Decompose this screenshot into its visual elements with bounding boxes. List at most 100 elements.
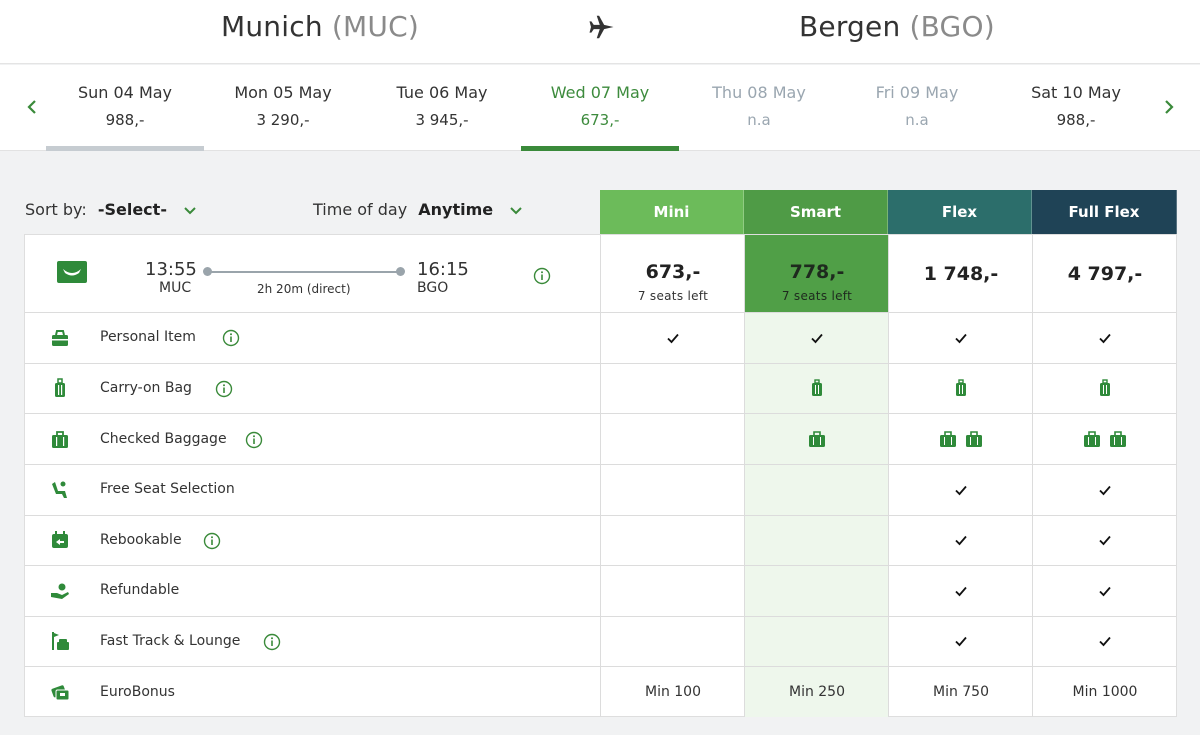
date-label: Sat 10 May: [1031, 83, 1121, 102]
checked-bag-icon: [940, 431, 956, 447]
seat-icon: [52, 481, 67, 498]
date-selector: Sun 04 May 988,- Mon 05 May 3 290,- Tue …: [0, 65, 1200, 151]
feature-label-personal-item: Personal Item: [100, 329, 196, 345]
check-icon: [1099, 333, 1111, 344]
airline-logo-icon: [57, 261, 87, 283]
airplane-icon: [589, 15, 614, 39]
date-label: Wed 07 May: [550, 83, 650, 102]
column-divider: [1032, 235, 1033, 717]
route-header: Munich (MUC) Bergen (BGO): [0, 0, 1200, 64]
fare-header-mini[interactable]: Mini: [600, 190, 744, 234]
eurobonus-smart: Min 250: [788, 684, 845, 700]
destination-code: (BGO): [909, 10, 995, 43]
sort-dropdown[interactable]: Sort by: -Select-: [25, 200, 198, 219]
rebookable-info-icon[interactable]: [203, 532, 221, 550]
checked-bag-icon: [966, 431, 982, 447]
personal-item-icon: [52, 330, 68, 346]
personal-item-info-icon[interactable]: [222, 329, 240, 347]
date-sat-10-may[interactable]: Sat 10 May 988,-: [997, 65, 1155, 151]
carry-on-bag-icon: [812, 379, 822, 396]
date-wed-07-may[interactable]: Wed 07 May 673,-: [521, 65, 679, 151]
fare-header-full-flex[interactable]: Full Flex: [1032, 190, 1177, 234]
fare-comparison-table: 13:55 MUC 2h 20m (direct) 16:15 BGO 673,…: [24, 234, 1177, 717]
check-icon: [667, 333, 679, 344]
date-underline: [46, 146, 204, 151]
date-tue-06-may[interactable]: Tue 06 May 3 945,-: [363, 65, 521, 151]
check-icon: [1099, 485, 1111, 496]
time-of-day-dropdown[interactable]: Time of day Anytime: [313, 200, 524, 219]
date-label: Mon 05 May: [234, 83, 332, 102]
arrival-time: 16:15: [417, 259, 469, 280]
check-icon: [1099, 535, 1111, 546]
column-divider: [888, 235, 889, 717]
chevron-down-icon: [510, 206, 522, 214]
chevron-left-icon[interactable]: [22, 97, 42, 117]
time-of-day-value: Anytime: [418, 200, 494, 219]
sort-label: Sort by:: [25, 200, 87, 219]
check-icon: [955, 636, 967, 647]
checked-bag-icon: [1084, 431, 1100, 447]
price-smart[interactable]: 778,- 7 seats left: [745, 235, 889, 313]
arrival-dot: [396, 267, 405, 276]
seats-left: 7 seats left: [781, 289, 853, 303]
feature-label-free-seat-selection: Free Seat Selection: [100, 481, 235, 497]
check-icon: [811, 333, 823, 344]
fare-header-flex[interactable]: Flex: [888, 190, 1032, 234]
price-amount: 673,-: [645, 261, 701, 283]
row-divider: [25, 565, 1176, 566]
price-amount: 778,-: [789, 261, 845, 283]
date-label: Sun 04 May: [77, 83, 173, 102]
feature-label-eurobonus: EuroBonus: [100, 684, 175, 700]
carry-on-bag-icon: [55, 378, 65, 397]
date-label: Tue 06 May: [396, 83, 488, 102]
destination-city: Bergen (BGO): [799, 10, 995, 43]
date-mon-05-may[interactable]: Mon 05 May 3 290,-: [204, 65, 362, 151]
eurobonus-flex: Min 750: [932, 684, 989, 700]
row-divider: [25, 464, 1176, 465]
fare-header-smart[interactable]: Smart: [744, 190, 888, 234]
flight-info-icon[interactable]: [533, 267, 551, 285]
check-icon: [1099, 586, 1111, 597]
row-divider: [25, 616, 1176, 617]
feature-label-refundable: Refundable: [100, 582, 180, 598]
origin-code: (MUC): [331, 10, 419, 43]
check-icon: [955, 586, 967, 597]
checked-baggage-icon: [52, 431, 68, 448]
row-divider: [25, 363, 1176, 364]
date-thu-08-may[interactable]: Thu 08 May n.a: [680, 65, 838, 151]
chevron-down-icon: [184, 206, 196, 214]
arrival-airport: BGO: [417, 280, 449, 296]
carry-on-info-icon[interactable]: [215, 380, 233, 398]
departure-airport: MUC: [159, 280, 192, 296]
fast-track-info-icon[interactable]: [263, 633, 281, 651]
date-label: Fri 09 May: [875, 83, 959, 102]
row-divider: [25, 312, 1176, 313]
eurobonus-icon: [51, 685, 70, 701]
refundable-icon: [51, 583, 69, 599]
price-flex[interactable]: 1 748,-: [889, 235, 1033, 313]
column-divider: [600, 235, 601, 717]
smart-selected-cell-bg: [745, 235, 889, 313]
row-divider: [25, 413, 1176, 414]
chevron-right-icon[interactable]: [1159, 97, 1179, 117]
row-divider: [25, 515, 1176, 516]
feature-label-checked-baggage: Checked Baggage: [100, 431, 227, 447]
destination-city-name: Bergen: [799, 10, 901, 43]
price-amount: 1 748,-: [923, 263, 999, 285]
time-of-day-label: Time of day: [313, 200, 408, 219]
date-price: 988,-: [105, 111, 145, 129]
price-full-flex[interactable]: 4 797,-: [1033, 235, 1177, 313]
date-sun-04-may[interactable]: Sun 04 May 988,-: [46, 65, 204, 151]
date-fri-09-may[interactable]: Fri 09 May n.a: [838, 65, 996, 151]
feature-label-carry-on-bag: Carry-on Bag: [100, 380, 192, 396]
checked-baggage-info-icon[interactable]: [245, 431, 263, 449]
check-icon: [1099, 636, 1111, 647]
eurobonus-full-flex: Min 1000: [1072, 684, 1138, 700]
seats-left: 7 seats left: [637, 289, 709, 303]
carry-on-bag-icon: [956, 379, 966, 396]
column-divider: [744, 235, 745, 717]
sort-value: -Select-: [97, 200, 167, 219]
carry-on-bag-icon: [1100, 379, 1110, 396]
price-amount: 4 797,-: [1067, 263, 1143, 285]
price-mini[interactable]: 673,- 7 seats left: [601, 235, 745, 313]
